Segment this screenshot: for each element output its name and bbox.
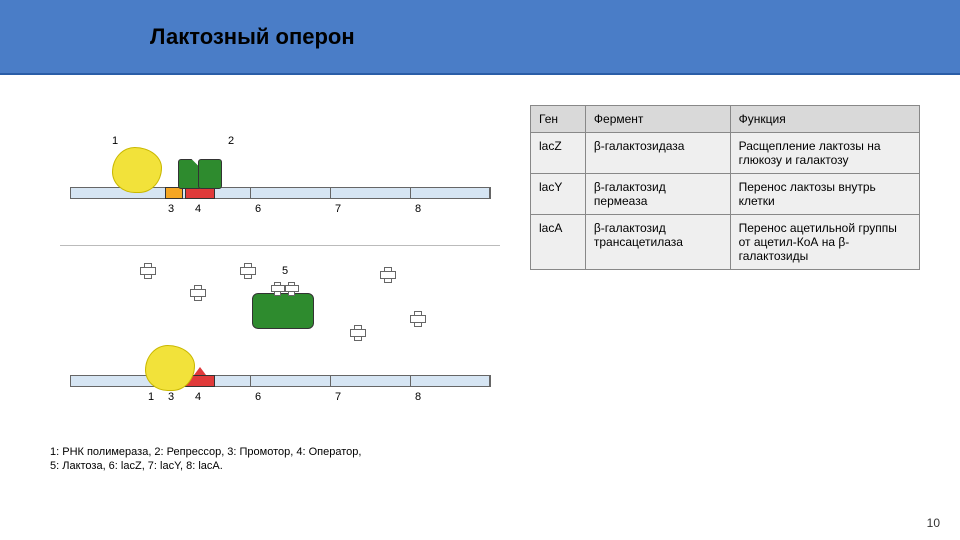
gene-table: ГенФерментФункцияlacZ β-галактозидазаРас…: [530, 105, 920, 270]
dna-strand: [70, 375, 490, 387]
content-area: 3 4 6 7 8 1 2 5 1 3 4 6 7 8 1: РНК полимераза, 2: Реп…: [0, 75, 960, 474]
slide-number: 10: [927, 516, 940, 530]
repressor-lactose-complex: [252, 293, 314, 329]
diagram-label: 8: [415, 391, 421, 403]
rna-polymerase: [145, 345, 195, 391]
table-cell: lacY: [531, 174, 586, 215]
diagram-label: 3: [168, 203, 174, 215]
strand-tick: [490, 187, 491, 199]
diagram-label: 4: [195, 203, 201, 215]
diagram-label: 1: [112, 135, 118, 147]
strand-tick: [250, 375, 251, 387]
diagram-caption: 1: РНК полимераза, 2: Репрессор, 3: Пром…: [50, 445, 510, 474]
diagram-column: 3 4 6 7 8 1 2 5 1 3 4 6 7 8 1: РНК полимераза, 2: Реп…: [50, 105, 510, 474]
diagram-label: 4: [195, 391, 201, 403]
table-row: lacZ β-галактозидазаРасщепление лактозы …: [531, 133, 920, 174]
table-row: lacA β-галактозид трансацетилазаПеренос …: [531, 215, 920, 270]
table-cell: β-галактозидаза: [585, 133, 730, 174]
table-column: ГенФерментФункцияlacZ β-галактозидазаРас…: [530, 105, 940, 474]
table-header-cell: Фермент: [585, 106, 730, 133]
table-cell: lacA: [531, 215, 586, 270]
title-bar: Лактозный оперон: [0, 0, 960, 75]
lactose-icon: [190, 285, 204, 299]
strand-tick: [70, 375, 71, 387]
diagram-label: 8: [415, 203, 421, 215]
table-cell: Расщепление лактозы на глюкозу и галакто…: [730, 133, 919, 174]
strand-tick: [410, 375, 411, 387]
strand-tick: [330, 375, 331, 387]
lactose-icon: [380, 267, 394, 281]
table-cell: Перенос лактозы внутрь клетки: [730, 174, 919, 215]
repressor: [178, 159, 222, 187]
diagram-label: 6: [255, 391, 261, 403]
diagram-label: 1: [148, 391, 154, 403]
diagram-label: 7: [335, 391, 341, 403]
strand-tick: [70, 187, 71, 199]
table-header-cell: Ген: [531, 106, 586, 133]
table-cell: Перенос ацетильной группы от ацетил-КоА …: [730, 215, 919, 270]
strand-tick: [410, 187, 411, 199]
strand-tick: [490, 375, 491, 387]
diagram-label: 5: [282, 265, 288, 277]
lactose-icon: [240, 263, 254, 277]
table-cell: β-галактозид трансацетилаза: [585, 215, 730, 270]
strand-tick: [330, 187, 331, 199]
strand-tick: [250, 187, 251, 199]
operon-diagram: 3 4 6 7 8 1 2 5 1 3 4 6 7 8: [50, 105, 510, 425]
table-cell: lacZ: [531, 133, 586, 174]
slide-title: Лактозный оперон: [150, 24, 355, 50]
diagram-label: 2: [228, 135, 234, 147]
lactose-icon: [410, 311, 424, 325]
table-header-cell: Функция: [730, 106, 919, 133]
rna-polymerase: [112, 147, 162, 193]
diagram-label: 7: [335, 203, 341, 215]
diagram-label: 6: [255, 203, 261, 215]
operator-arrow: [194, 367, 206, 375]
table-cell: β-галактозид пермеаза: [585, 174, 730, 215]
panel-separator: [60, 245, 500, 246]
lactose-icon: [350, 325, 364, 339]
diagram-label: 3: [168, 391, 174, 403]
table-row: lacY β-галактозид пермеазаПеренос лактоз…: [531, 174, 920, 215]
lactose-icon: [140, 263, 154, 277]
